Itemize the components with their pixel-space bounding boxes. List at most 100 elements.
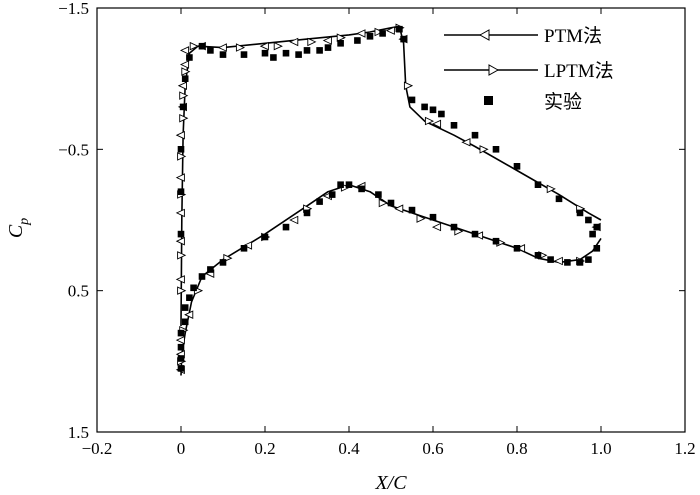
experiment-point-56: [396, 25, 403, 33]
experiment-point-28: [534, 252, 542, 259]
y-tick-label-3: 1.5: [68, 423, 89, 442]
ptm-point-13: [259, 41, 269, 51]
ptm-point-15: [322, 36, 332, 45]
ptm-point-6: [175, 130, 185, 140]
experiment-point-32: [585, 256, 592, 263]
experiment-point-29: [547, 256, 554, 263]
experiment-point-37: [177, 146, 185, 153]
lptm-point-8: [235, 43, 246, 52]
lptm-point-14: [403, 81, 414, 91]
experiment-point-49: [303, 47, 311, 54]
lptm-point-9: [273, 41, 283, 51]
experiment-point-63: [471, 131, 479, 139]
ptm-line-lower: [180, 183, 602, 376]
lptm-point-26: [378, 198, 388, 208]
x-tick-label-5: 0.8: [506, 439, 527, 458]
ptm-point-5: [175, 173, 185, 182]
experiment-point-54: [366, 33, 374, 40]
experiment-point-46: [270, 54, 277, 61]
experiment-point-33: [593, 245, 601, 252]
lptm-point-7: [189, 41, 199, 51]
experiment-point-55: [379, 30, 386, 37]
y-tick-label-1: −0.5: [58, 140, 89, 159]
experiment-point-1: [177, 355, 185, 362]
lptm-point-17: [546, 184, 556, 194]
experiment-point-57: [400, 35, 407, 43]
experiment-point-20: [375, 191, 382, 198]
experiment-point-22: [408, 206, 416, 214]
experiment-point-6: [186, 294, 193, 301]
lptm-point-10: [307, 37, 317, 47]
x-tick-label-4: 0.6: [422, 439, 443, 458]
ptm-point-16: [356, 29, 366, 38]
experiment-point-36: [177, 188, 185, 195]
legend-lptm-marker: [488, 64, 500, 76]
legend: PTM法 LPTM法 实验: [444, 25, 614, 113]
x-axis-title: X/C: [374, 472, 407, 494]
legend-lptm-label: LPTM法: [544, 60, 614, 82]
lptm-point-6: [181, 67, 191, 76]
ptm-point-31: [515, 243, 526, 253]
lptm-point-11: [336, 33, 346, 42]
experiment-point-44: [240, 51, 248, 58]
experiment-point-39: [181, 75, 189, 82]
experiment-point-10: [219, 259, 227, 266]
ptm-point-20: [461, 137, 471, 147]
legend-ptm-label: PTM法: [544, 25, 602, 47]
x-tick-label-7: 1.2: [674, 439, 695, 458]
y-tick-label-2: 0.5: [68, 282, 89, 301]
experiment-point-45: [261, 49, 269, 57]
experiment-point-62: [450, 122, 458, 129]
lptm-point-1: [177, 251, 187, 260]
tick-labels: −0.2 0 0.2 0.4 0.6 0.8 1.0 1.2 −1.5 −0.5 0.5 1.5: [58, 0, 695, 458]
experiment-point-50: [316, 47, 323, 54]
experiment-point-4: [181, 318, 189, 326]
lptm-point-12: [374, 27, 384, 37]
y-tick-label-0: −1.5: [58, 0, 89, 18]
lptm-point-27: [416, 214, 426, 223]
experiment-point-40: [186, 54, 193, 61]
experiment-point-15: [316, 198, 323, 205]
experiment-point-64: [492, 146, 500, 153]
x-tick-label-6: 1.0: [590, 439, 611, 458]
ptm-point-9: [179, 60, 190, 69]
experiment-point-61: [438, 110, 445, 118]
tick-marks: [96, 7, 686, 433]
ptm-point-17: [385, 26, 395, 35]
experiment-point-8: [198, 273, 206, 280]
ptm-point-1: [175, 335, 185, 345]
series-layer: [175, 23, 602, 376]
experiment-point-34: [589, 230, 596, 238]
y-axis-title: Cp: [5, 218, 32, 238]
ptm-point-29: [431, 222, 442, 232]
experiment-point-66: [534, 181, 542, 188]
x-tick-label-2: 0.2: [254, 439, 275, 458]
plot-frame: [96, 7, 686, 433]
x-tick-label-1: 0: [177, 439, 186, 458]
experiment-point-14: [303, 209, 311, 217]
experiment-point-70: [593, 223, 601, 231]
lptm-point-0: [177, 286, 187, 295]
lptm-point-4: [179, 113, 189, 123]
experiment-point-7: [190, 284, 197, 292]
experiment-point-60: [429, 106, 437, 114]
experiment-point-0: [177, 365, 185, 372]
experiment-point-19: [358, 185, 365, 193]
ptm-point-32: [553, 256, 563, 266]
lptm-point-3: [177, 152, 187, 161]
experiment-point-52: [337, 40, 344, 47]
experiment-point-26: [492, 237, 500, 245]
ptm-point-30: [473, 231, 484, 240]
experiment-point-17: [337, 181, 344, 188]
experiment-point-30: [564, 259, 571, 266]
experiment-point-13: [282, 223, 290, 231]
experiment-point-48: [295, 51, 302, 58]
ptm-point-25: [289, 215, 299, 225]
ptm-point-3: [175, 236, 185, 246]
experiment-point-65: [513, 163, 521, 170]
experiment-point-51: [324, 44, 332, 51]
experiment-point-12: [261, 233, 269, 241]
experiment-point-21: [387, 199, 395, 207]
experiment-point-16: [328, 191, 336, 198]
